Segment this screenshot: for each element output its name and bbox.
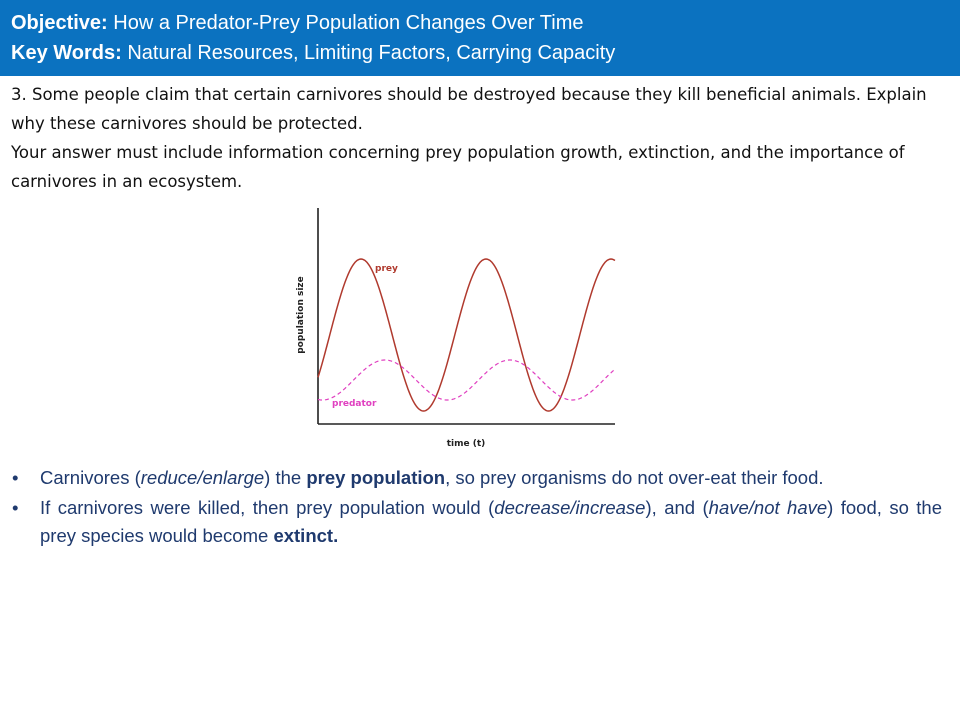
bullet-1-emphasis: prey population (306, 467, 446, 488)
predator-label: predator (332, 399, 377, 409)
prey-label: prey (375, 264, 398, 274)
predator-prey-graph: prey predator population size time (t) (296, 208, 616, 449)
bullet-1-text-c: , so prey organisms do not over-eat thei… (445, 467, 824, 488)
bullet-dot: • (12, 497, 19, 518)
keywords-text: Natural Resources, Limiting Factors, Car… (121, 42, 616, 64)
bullet-1-choice: reduce/enlarge (140, 467, 265, 488)
bullet-2-text-b: ), and ( (645, 497, 709, 518)
answer-bullet-2: • If carnivores were killed, then prey p… (12, 494, 942, 550)
answer-bullet-1: • Carnivores (reduce/enlarge) the prey p… (12, 464, 942, 492)
keywords-line: Key Words: Natural Resources, Limiting F… (11, 40, 615, 66)
objective-text: How a Predator-Prey Population Changes O… (107, 12, 584, 34)
bullet-dot: • (12, 467, 19, 488)
keywords-label: Key Words: (11, 42, 122, 64)
answer-bullets: • Carnivores (reduce/enlarge) the prey p… (12, 464, 942, 552)
bullet-2-choice-2: have/not have (708, 497, 828, 518)
bullet-2-emphasis: extinct. (273, 525, 339, 546)
bullet-2-text-c: ) food, so the prey species would become (40, 497, 943, 546)
bullet-1-text-b: ) the (264, 467, 307, 488)
objective-line: Objective: How a Predator-Prey Populatio… (11, 10, 583, 36)
question-text: 3. Some people claim that certain carniv… (11, 85, 927, 133)
bullet-2-choice-1: decrease/increase (494, 497, 646, 518)
question-instructions: Your answer must include information con… (11, 143, 905, 191)
bullet-1-text-a: Carnivores ( (40, 467, 141, 488)
question-block: 3. Some people claim that certain carniv… (11, 80, 951, 196)
slide-header: Objective: How a Predator-Prey Populatio… (0, 0, 960, 76)
bullet-2-text-a: If carnivores were killed, then prey pop… (40, 497, 495, 518)
prey-curve (317, 258, 616, 412)
y-axis-label: population size (296, 276, 306, 354)
predator-curve (317, 359, 616, 401)
x-axis-label: time (t) (447, 439, 486, 449)
objective-label: Objective: (11, 12, 108, 34)
